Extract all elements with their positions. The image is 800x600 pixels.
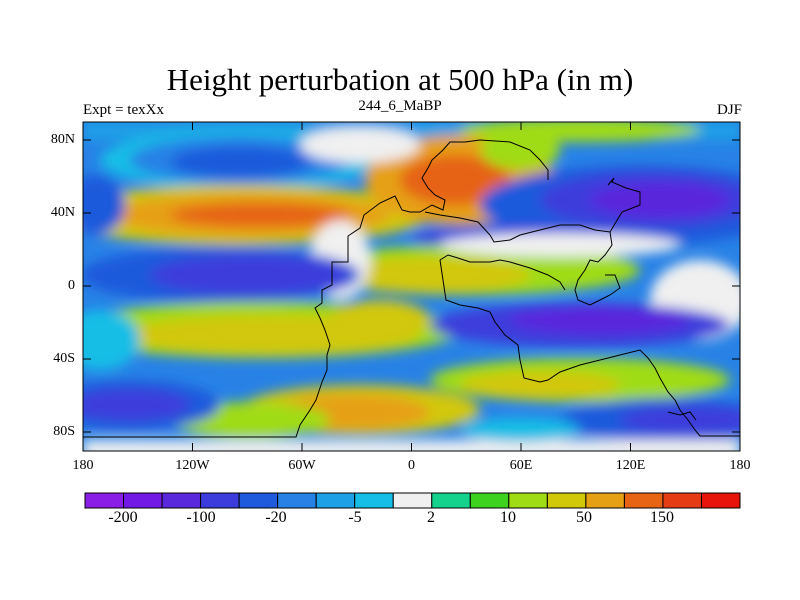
plot-title: Height perturbation at 500 hPa (in m)	[166, 62, 634, 97]
lon-label-180e: 180	[729, 458, 751, 473]
lon-label-0: 0	[408, 458, 415, 473]
colorbar-swatch	[623, 492, 664, 509]
coastline	[83, 139, 740, 438]
colorbar-swatch	[392, 492, 433, 509]
colorbar-swatch	[123, 492, 163, 509]
lon-label-60e: 60E	[509, 458, 533, 473]
subtitle-right: DJF	[716, 102, 742, 118]
colorbar-swatch	[354, 492, 394, 509]
colorbar-label: -100	[186, 509, 216, 526]
heatmap-field	[83, 122, 740, 451]
colorbar-swatch	[585, 492, 625, 509]
colorbar-swatch	[315, 492, 356, 509]
lat-label-40s: 40S	[53, 351, 75, 366]
colorbar-label: -20	[265, 509, 287, 526]
lon-label-60w: 60W	[288, 458, 316, 473]
lat-label-0: 0	[68, 278, 75, 293]
lat-label-80s: 80S	[53, 424, 75, 439]
axis-ticks	[82, 122, 741, 451]
colorbar-swatch	[700, 492, 741, 509]
colorbar-swatch	[277, 492, 317, 509]
colorbar-label: 10	[500, 509, 516, 526]
colorbar-swatch	[84, 492, 125, 509]
lon-label-120e: 120E	[615, 458, 646, 473]
colorbar-swatch	[662, 492, 702, 509]
colorbar-label: -200	[108, 509, 138, 526]
colorbar-label: -5	[348, 509, 362, 526]
colorbar-swatch	[161, 492, 202, 509]
colorbar-label: 50	[576, 509, 592, 526]
colorbar-swatch	[469, 492, 510, 509]
lon-label-120w: 120W	[175, 458, 210, 473]
colorbar	[84, 492, 741, 509]
lon-label-180w: 180	[72, 458, 94, 473]
subtitle-left: Expt = texXx	[83, 102, 164, 118]
colorbar-swatch	[546, 492, 587, 509]
subtitle-center: 244_6_MaBP	[358, 98, 442, 114]
colorbar-label: 2	[427, 509, 435, 526]
colorbar-swatch	[238, 492, 279, 509]
lat-label-80n: 80N	[50, 132, 75, 147]
colorbar-swatch	[508, 492, 548, 509]
colorbar-label: 150	[650, 509, 674, 526]
colorbar-swatch	[431, 492, 471, 509]
lat-label-40n: 40N	[50, 205, 75, 220]
colorbar-swatch	[200, 492, 240, 509]
